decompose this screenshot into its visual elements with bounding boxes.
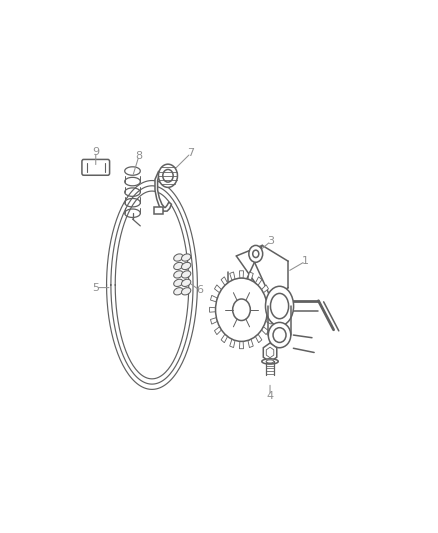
Ellipse shape bbox=[181, 279, 191, 286]
Ellipse shape bbox=[174, 288, 183, 295]
Text: 4: 4 bbox=[266, 391, 274, 401]
Ellipse shape bbox=[181, 271, 191, 278]
Polygon shape bbox=[230, 272, 235, 280]
Polygon shape bbox=[248, 272, 253, 280]
Ellipse shape bbox=[273, 328, 286, 342]
Polygon shape bbox=[265, 295, 272, 302]
Polygon shape bbox=[248, 339, 253, 348]
Polygon shape bbox=[215, 327, 222, 335]
Polygon shape bbox=[230, 339, 235, 348]
Ellipse shape bbox=[262, 359, 278, 364]
Text: 7: 7 bbox=[187, 148, 194, 158]
Polygon shape bbox=[221, 277, 228, 285]
Polygon shape bbox=[209, 308, 215, 312]
Ellipse shape bbox=[265, 286, 293, 326]
Ellipse shape bbox=[174, 254, 183, 261]
Polygon shape bbox=[240, 271, 244, 278]
Circle shape bbox=[233, 299, 250, 320]
Polygon shape bbox=[265, 318, 272, 324]
Polygon shape bbox=[255, 277, 262, 285]
Text: 1: 1 bbox=[302, 256, 309, 266]
Polygon shape bbox=[261, 327, 268, 335]
Polygon shape bbox=[255, 334, 262, 343]
Circle shape bbox=[253, 250, 259, 257]
Ellipse shape bbox=[266, 360, 274, 363]
Polygon shape bbox=[215, 285, 222, 293]
Polygon shape bbox=[211, 318, 217, 324]
Text: 3: 3 bbox=[267, 236, 274, 246]
Polygon shape bbox=[261, 285, 268, 293]
Circle shape bbox=[249, 245, 263, 262]
Text: 8: 8 bbox=[135, 151, 142, 161]
Text: 6: 6 bbox=[196, 285, 203, 295]
Ellipse shape bbox=[174, 279, 183, 286]
Ellipse shape bbox=[174, 271, 183, 278]
Text: 5: 5 bbox=[92, 282, 99, 293]
Ellipse shape bbox=[181, 288, 191, 295]
Ellipse shape bbox=[268, 322, 291, 348]
Polygon shape bbox=[221, 334, 228, 343]
Ellipse shape bbox=[181, 254, 191, 261]
Polygon shape bbox=[267, 308, 273, 312]
Polygon shape bbox=[155, 169, 171, 211]
Ellipse shape bbox=[181, 262, 191, 270]
Polygon shape bbox=[154, 207, 163, 214]
Text: 9: 9 bbox=[92, 147, 99, 157]
Ellipse shape bbox=[270, 293, 289, 319]
Polygon shape bbox=[211, 295, 217, 302]
Ellipse shape bbox=[174, 262, 183, 270]
Circle shape bbox=[215, 278, 268, 342]
Circle shape bbox=[163, 169, 173, 182]
Circle shape bbox=[159, 164, 177, 188]
Polygon shape bbox=[240, 341, 244, 349]
Polygon shape bbox=[266, 347, 274, 358]
Polygon shape bbox=[263, 343, 277, 362]
FancyBboxPatch shape bbox=[82, 159, 110, 175]
